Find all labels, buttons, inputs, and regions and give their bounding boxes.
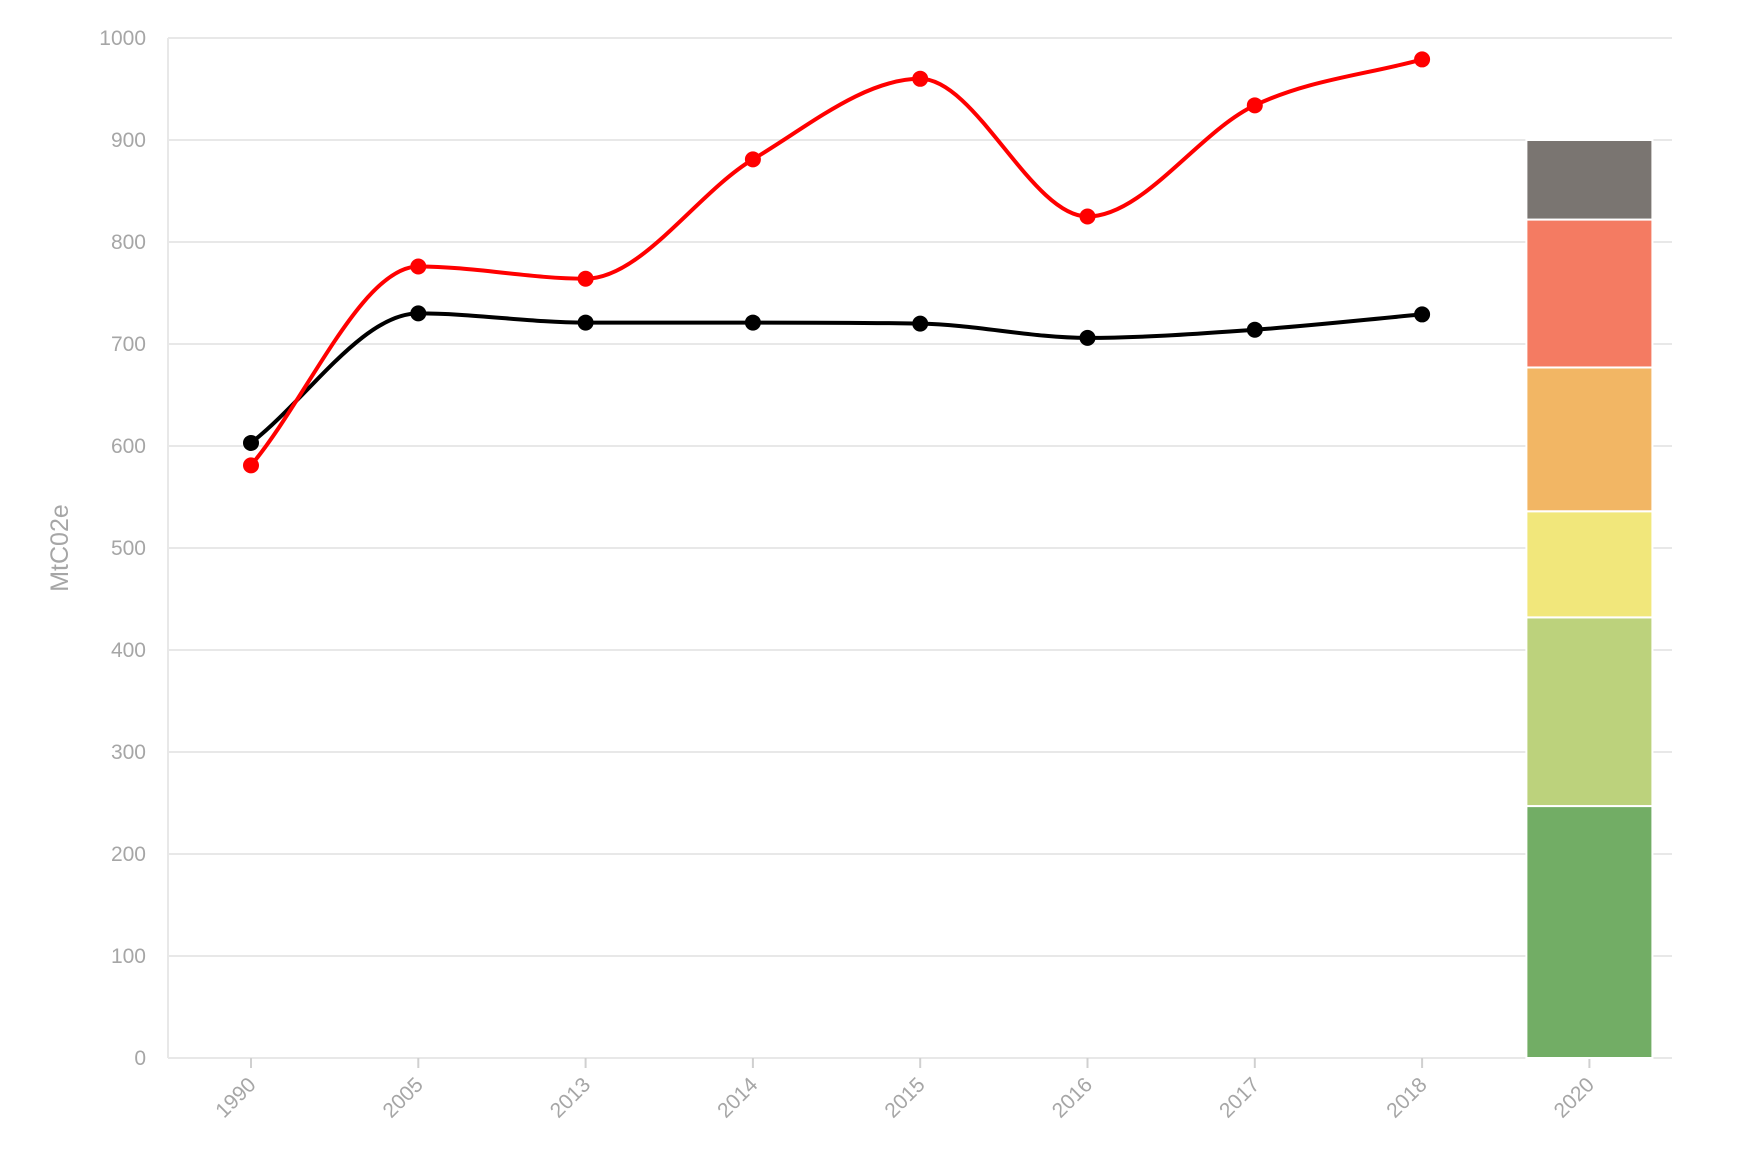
bar-segment <box>1525 366 1654 513</box>
x-tick-labels: 1990 2005 2013 2014 2015 2016 2017 2018 2020 <box>211 1073 1599 1123</box>
series-line <box>249 57 1425 468</box>
series-point <box>577 314 594 331</box>
y-tick-label: 0 <box>134 1047 146 1070</box>
gridlines <box>168 37 1672 957</box>
bar-segment <box>1525 139 1654 221</box>
series-point <box>912 315 929 332</box>
y-tick-label: 200 <box>111 843 146 866</box>
y-tick-label: 800 <box>111 231 146 254</box>
y-tick-labels: 0 100 200 300 400 500 600 700 800 900 1000 <box>99 27 146 1070</box>
x-tick-label: 2020 <box>1550 1073 1599 1122</box>
series-points <box>243 51 1431 474</box>
series-point <box>1079 208 1096 225</box>
series-point <box>410 305 427 322</box>
series-point <box>1414 51 1431 68</box>
series-point <box>1246 321 1263 338</box>
x-tick-label: 2018 <box>1382 1073 1431 1122</box>
y-tick-label: 400 <box>111 639 146 662</box>
series-point <box>1414 306 1431 323</box>
y-tick-label: 500 <box>111 537 146 560</box>
bar-segment <box>1525 510 1654 619</box>
series-point <box>577 270 594 287</box>
axes <box>167 38 1672 1068</box>
series-line <box>249 311 1425 445</box>
series-point <box>744 151 761 168</box>
y-tick-label: 100 <box>111 945 146 968</box>
series-point <box>243 434 259 451</box>
y-axis-title: MtC02e <box>46 504 74 592</box>
x-tick-label: 2014 <box>713 1073 763 1123</box>
series-point <box>1246 97 1263 114</box>
x-tick-label: 2013 <box>546 1073 595 1122</box>
series-lines <box>249 57 1425 468</box>
y-tick-label: 300 <box>111 741 146 764</box>
x-tick-label: 2005 <box>379 1073 428 1122</box>
x-tick-label: 2017 <box>1215 1073 1264 1122</box>
y-tick-label: 1000 <box>99 27 146 50</box>
stacked-bar-2020 <box>1525 139 1654 1059</box>
series-point <box>1079 329 1096 346</box>
series-point <box>912 70 929 87</box>
bar-segment <box>1525 805 1654 1059</box>
series-point <box>744 314 761 331</box>
y-tick-label: 700 <box>111 333 146 356</box>
series-point <box>410 258 427 275</box>
y-tick-label: 600 <box>111 435 146 458</box>
series-point <box>243 457 259 474</box>
x-tick-label: 2016 <box>1048 1073 1097 1122</box>
x-tick-label: 1990 <box>211 1073 260 1122</box>
x-tick-label: 2015 <box>880 1073 929 1122</box>
bar-segment <box>1525 616 1654 808</box>
bar-segment <box>1525 218 1654 369</box>
y-tick-label: 900 <box>111 129 146 152</box>
